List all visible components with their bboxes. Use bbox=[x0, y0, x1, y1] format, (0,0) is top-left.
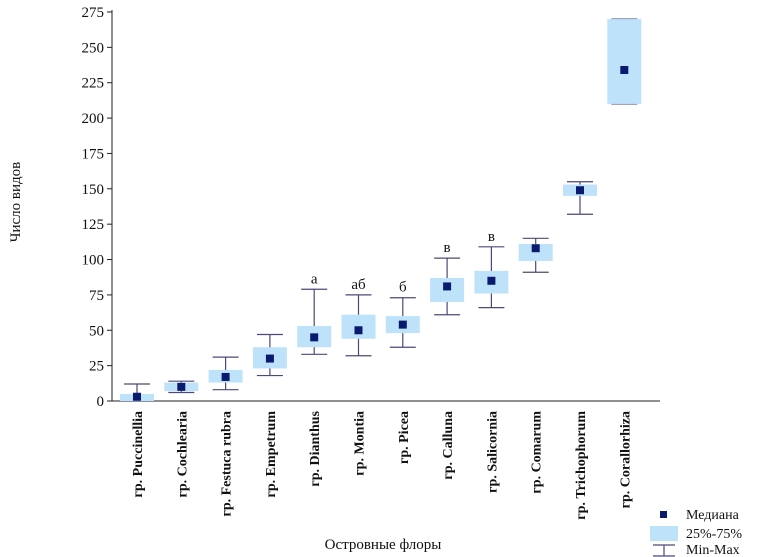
box-group: аб bbox=[341, 277, 376, 357]
group-annotation: а bbox=[311, 271, 318, 287]
category-label: гр. Comarum bbox=[530, 411, 545, 494]
median-marker bbox=[487, 276, 496, 285]
group-annotation: в bbox=[488, 229, 495, 245]
group-annotation: б bbox=[399, 280, 407, 296]
y-tick-label: 200 bbox=[82, 111, 105, 127]
box-group bbox=[607, 18, 642, 105]
box-group bbox=[120, 383, 154, 402]
y-tick-label: 175 bbox=[82, 146, 105, 162]
legend-iqr-swatch bbox=[650, 526, 678, 541]
group-annotation: аб bbox=[351, 277, 366, 293]
category-label: гр. Picea bbox=[397, 411, 412, 464]
group-annotation: в bbox=[444, 240, 451, 256]
y-tick-label: 25 bbox=[89, 359, 104, 375]
median-marker bbox=[177, 382, 186, 391]
median-marker bbox=[443, 282, 452, 291]
legend-median-marker bbox=[660, 511, 667, 518]
box-group: б bbox=[385, 280, 420, 348]
category-labels: гр. Puccinellia гр. Cochlearia гр. Festuca… bbox=[131, 410, 633, 519]
x-axis-title: Островные флоры bbox=[325, 537, 442, 553]
y-tick-label: 125 bbox=[82, 217, 105, 233]
y-tick-label: 75 bbox=[89, 288, 104, 304]
axes: 0 25 50 75 100 125 150 175 200 225 250 275 bbox=[82, 5, 660, 410]
y-tick-label: 100 bbox=[82, 253, 105, 269]
box-group bbox=[518, 237, 553, 273]
legend-iqr-label: 25%-75% bbox=[686, 527, 742, 542]
y-tick-label: 150 bbox=[82, 182, 105, 198]
legend-range-marker bbox=[653, 544, 675, 557]
category-label: гр. Empetrum bbox=[264, 411, 279, 498]
y-tick-label: 225 bbox=[82, 76, 105, 92]
box-group bbox=[164, 380, 199, 394]
box-group: в bbox=[430, 240, 465, 316]
category-label: гр. Montia bbox=[353, 411, 368, 476]
boxes: а аб б в в bbox=[120, 18, 642, 402]
median-marker bbox=[620, 65, 629, 74]
category-label: гр. Cochlearia bbox=[175, 411, 190, 497]
median-marker bbox=[398, 320, 407, 329]
y-axis-title: Число видов bbox=[8, 162, 24, 243]
box-group: в bbox=[474, 229, 509, 309]
y-tick-label: 50 bbox=[89, 323, 104, 339]
y-tick-label: 250 bbox=[82, 40, 105, 56]
median-marker bbox=[133, 392, 141, 401]
category-label: гр. Trichophorum bbox=[574, 411, 589, 520]
legend: Медиана 25%-75% Min-Max bbox=[650, 508, 742, 557]
category-label: гр. Salicornia bbox=[485, 411, 500, 493]
category-label: гр. Corallorhiza bbox=[618, 411, 633, 508]
iqr-box bbox=[518, 243, 553, 261]
median-marker bbox=[221, 372, 230, 381]
box-group bbox=[208, 356, 243, 391]
category-label: гр. Festuca rubra bbox=[220, 411, 235, 517]
median-marker bbox=[354, 326, 363, 335]
y-tick-label: 0 bbox=[97, 394, 105, 410]
box-group: а bbox=[297, 271, 332, 355]
y-tick-label: 275 bbox=[82, 5, 105, 21]
iqr-box bbox=[607, 19, 642, 104]
legend-median-label: Медиана bbox=[686, 508, 740, 523]
median-marker bbox=[576, 186, 584, 195]
median-marker bbox=[310, 333, 319, 342]
category-label: гр. Calluna bbox=[441, 411, 456, 480]
category-label: гр. Dianthus bbox=[308, 410, 323, 486]
median-marker bbox=[531, 244, 540, 253]
legend-range-label: Min-Max bbox=[686, 543, 740, 557]
box-group bbox=[563, 181, 597, 215]
category-label: гр. Puccinellia bbox=[131, 411, 146, 497]
box-group bbox=[252, 333, 287, 377]
median-marker bbox=[265, 354, 274, 363]
